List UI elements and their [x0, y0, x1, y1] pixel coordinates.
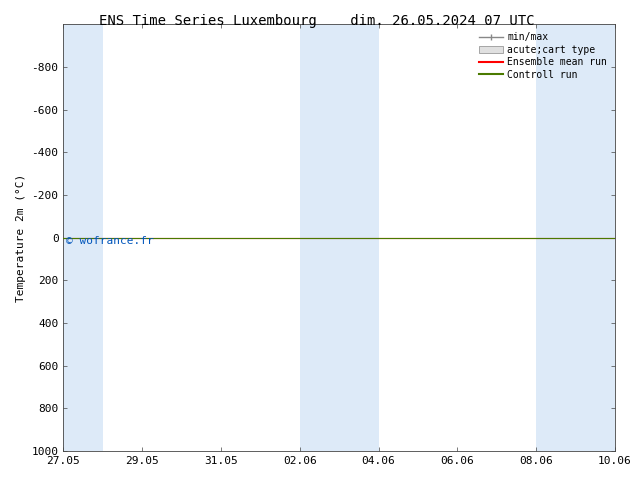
Bar [576, 24, 615, 451]
Text: ENS Time Series Luxembourg    dim. 26.05.2024 07 UTC: ENS Time Series Luxembourg dim. 26.05.20… [100, 14, 534, 28]
Legend: min/max, acute;cart type, Ensemble mean run, Controll run: min/max, acute;cart type, Ensemble mean … [476, 29, 610, 82]
Bar [63, 24, 103, 451]
Bar [300, 24, 339, 451]
Bar [339, 24, 378, 451]
Y-axis label: Temperature 2m (°C): Temperature 2m (°C) [16, 173, 26, 302]
Text: © wofrance.fr: © wofrance.fr [66, 236, 154, 245]
Bar [536, 24, 576, 451]
